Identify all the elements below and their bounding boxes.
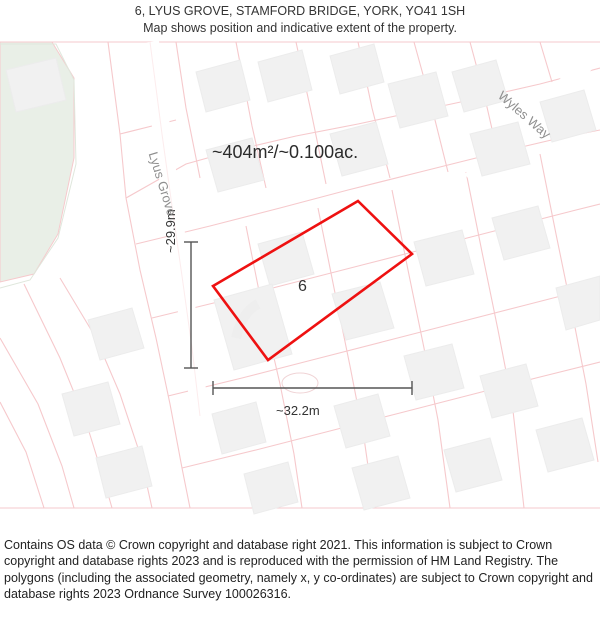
width-measurement-label: ~32.2m: [276, 403, 320, 418]
driveway: [231, 299, 261, 340]
map-footer-attribution: Contains OS data © Crown copyright and d…: [0, 529, 600, 625]
green-space-edge: [0, 43, 77, 289]
map-vector-layer: [0, 38, 600, 529]
roundel: [281, 372, 319, 394]
plot-number-label: 6: [298, 278, 307, 295]
building-footprints: [5, 43, 600, 515]
page-subtitle: Map shows position and indicative extent…: [143, 21, 457, 35]
map-background: [0, 38, 600, 529]
area-measurement-label: ~404m²/~0.100ac.: [212, 142, 359, 162]
road-lyus-grove-edge: [149, 41, 201, 417]
page-title: 6, LYUS GROVE, STAMFORD BRIDGE, YORK, YO…: [134, 4, 466, 18]
road-lyus-grove: [141, 40, 209, 418]
map-header: 6, LYUS GROVE, STAMFORD BRIDGE, YORK, YO…: [0, 0, 600, 38]
copyright-text: Contains OS data © Crown copyright and d…: [4, 538, 593, 602]
property-boundary-outline: [211, 199, 415, 362]
map-canvas[interactable]: ~404m²/~0.100ac. 6 ~29.9m ~32.2m Lyus Gr…: [0, 38, 600, 529]
dimension-lines: [184, 241, 413, 395]
